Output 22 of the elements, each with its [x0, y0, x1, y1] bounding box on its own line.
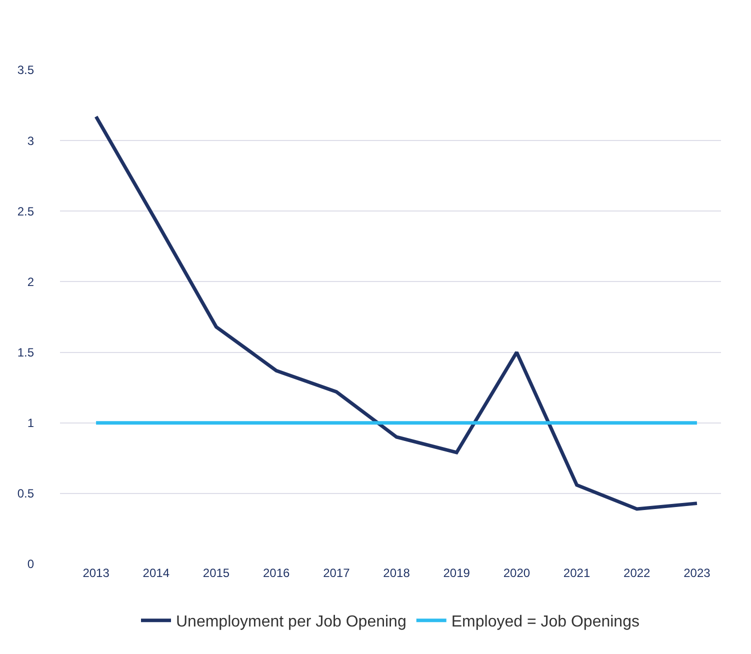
x-tick-label: 2016 — [262, 566, 290, 580]
x-tick-label: 2013 — [82, 566, 110, 580]
x-tick-label: 2020 — [503, 566, 530, 580]
x-tick-label: 2022 — [624, 566, 651, 580]
y-tick-label: 1 — [27, 416, 34, 430]
y-tick-label: 1.5 — [17, 345, 34, 360]
x-tick-label: 2023 — [684, 566, 711, 580]
x-tick-label: 2014 — [142, 566, 170, 580]
y-tick-label: 2.5 — [17, 204, 34, 218]
x-tick-label: 2015 — [202, 566, 230, 580]
x-tick-label: 2021 — [563, 566, 590, 580]
y-tick-label: 3 — [27, 134, 34, 148]
line-series — [94, 114, 699, 511]
legend-label: Employed = Job Openings — [451, 614, 640, 631]
y-tick-label: 0.5 — [17, 486, 34, 501]
y-tick-label: 0 — [27, 557, 34, 572]
x-tick-label: 2017 — [323, 566, 350, 580]
x-tick-label: 2018 — [383, 566, 410, 580]
y-tick-label: 2 — [27, 274, 34, 289]
y-tick-label: 3.5 — [17, 63, 34, 78]
x-tick-label: 2019 — [443, 566, 470, 580]
legend-label: Unemployment per Job Opening — [176, 614, 406, 631]
